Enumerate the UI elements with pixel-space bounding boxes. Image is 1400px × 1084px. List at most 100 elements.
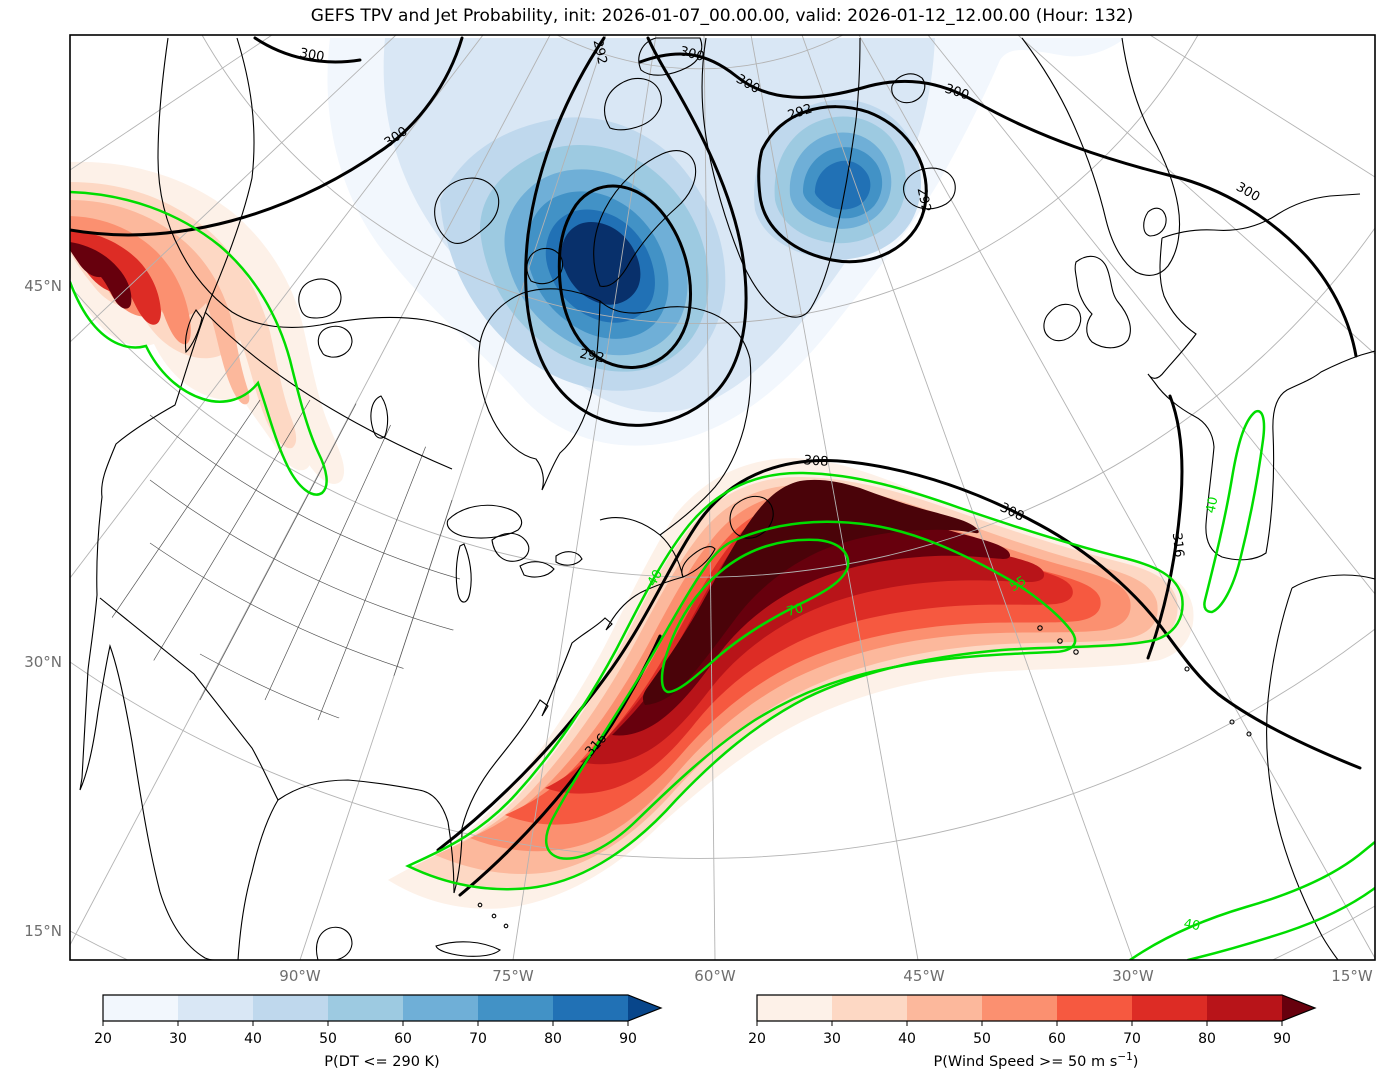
colorbar-blue: 20 30 40 50 60 70 80 90 P(DT <= 290 K) bbox=[94, 994, 663, 1070]
coastline-victoria-island bbox=[434, 177, 500, 245]
colorbar-blue-ticks bbox=[102, 1021, 629, 1026]
colorbar-blue-tick-label: 20 bbox=[94, 1031, 112, 1047]
contour-300-topleft bbox=[70, 36, 464, 237]
green-contour-55 bbox=[544, 520, 1077, 860]
border-us-canada bbox=[204, 311, 453, 470]
colorbar-blue-outline bbox=[102, 994, 663, 1022]
lake-erie bbox=[519, 561, 555, 578]
meridian-105w bbox=[70, 35, 551, 946]
contour-300-polar-long bbox=[638, 52, 1358, 358]
meridian-60w bbox=[703, 35, 716, 960]
colorbar-red-segment bbox=[1057, 995, 1132, 1021]
coastline-iceland bbox=[903, 167, 956, 210]
blue-fill-90-a bbox=[561, 222, 641, 305]
colorbar-blue-tick-label: 90 bbox=[619, 1031, 637, 1047]
island-bahamas bbox=[477, 902, 483, 908]
lake-michigan bbox=[455, 543, 472, 603]
green-contour-40-bottomright-a bbox=[1128, 840, 1375, 960]
state-border-line bbox=[149, 479, 460, 633]
green-contour-40-northwest bbox=[70, 190, 328, 496]
map-frame bbox=[69, 34, 1376, 961]
meridian-15w bbox=[858, 35, 1375, 960]
lon-label-15w: 15°W bbox=[1331, 967, 1373, 985]
colorbar-blue-tick-label: 50 bbox=[319, 1031, 337, 1047]
colorbar-blue-segment bbox=[253, 995, 328, 1021]
island-bahamas bbox=[503, 923, 509, 929]
jet-contour-label: 40 bbox=[1182, 917, 1201, 935]
map-area: 300 300 292 292 292 292 300 300 300 300 … bbox=[70, 35, 1375, 960]
green-contour-40-iberia bbox=[1203, 409, 1266, 614]
theta-contour-label: 300 bbox=[943, 82, 971, 104]
red-fill-90-jet bbox=[612, 491, 1011, 736]
colorbar-blue-segment bbox=[478, 995, 553, 1021]
coastline-devon bbox=[604, 77, 662, 131]
colorbar-blue-title: P(DT <= 290 K) bbox=[324, 1054, 439, 1070]
island-canary bbox=[1229, 719, 1235, 725]
meridian-150w bbox=[70, 35, 273, 171]
contour-316-east bbox=[1146, 394, 1184, 660]
coastline-cuba bbox=[435, 941, 501, 957]
contour-300-topedge bbox=[253, 36, 362, 64]
parallel-60n bbox=[201, 35, 1199, 324]
theta-contour-label: 300 bbox=[298, 46, 325, 65]
colorbar-red-segment bbox=[907, 995, 982, 1021]
theta-contour-label: 308 bbox=[803, 453, 829, 470]
meridian-120w bbox=[70, 35, 484, 579]
jet-contour-label: 40 bbox=[645, 567, 666, 589]
coastline-baltic-east bbox=[1161, 193, 1361, 239]
meridian-135w bbox=[70, 35, 397, 343]
colorbar-red-tick-label: 20 bbox=[748, 1031, 766, 1047]
lake-superior bbox=[446, 504, 523, 539]
coastline-africa-west bbox=[1266, 587, 1339, 960]
colorbar-blue-tick-label: 60 bbox=[394, 1031, 412, 1047]
island-canary bbox=[1246, 731, 1252, 737]
colorbar-red-title-suffix: ) bbox=[1133, 1054, 1139, 1070]
contour-292-arctic-inner bbox=[557, 184, 692, 369]
theta-contour-label: 292 bbox=[914, 186, 934, 213]
colorbar-red-tick-label: 50 bbox=[973, 1031, 991, 1047]
lake-great-slave bbox=[317, 325, 353, 358]
lon-label-45w: 45°W bbox=[903, 967, 945, 985]
contour-292-arctic-loop bbox=[524, 36, 748, 427]
colorbar-red-outline bbox=[756, 994, 1317, 1022]
colorbar-red-tick-label: 40 bbox=[898, 1031, 916, 1047]
meridian-0 bbox=[927, 35, 1375, 595]
theta-contour-label: 300 bbox=[678, 44, 706, 65]
colorbar-blue-arrow bbox=[628, 995, 661, 1021]
coastlines bbox=[79, 37, 1375, 960]
theta-contour-label: 316 bbox=[1169, 532, 1187, 558]
lake-great-bear bbox=[298, 278, 342, 319]
lat-label-15n: 15°N bbox=[24, 922, 62, 940]
jet-contour-label: 55 bbox=[1007, 574, 1029, 595]
colorbar-red-title-sup: −1 bbox=[1117, 1051, 1132, 1063]
lon-label-30w: 30°W bbox=[1112, 967, 1154, 985]
contour-292-greenland-loop bbox=[757, 105, 928, 264]
colorbar-red-ticks bbox=[756, 1021, 1283, 1026]
coastline-arctic-na bbox=[157, 37, 481, 343]
graticule bbox=[70, 35, 1375, 960]
state-borders bbox=[95, 399, 460, 756]
red-fill-80-jet bbox=[580, 497, 1045, 765]
meridian-90w bbox=[299, 35, 607, 960]
blue-fill-80-b bbox=[814, 160, 871, 210]
coastline-na-west bbox=[79, 37, 255, 960]
coastline-yucatan bbox=[315, 926, 353, 960]
colorbar-red-segment bbox=[1207, 995, 1282, 1021]
island-azores bbox=[1037, 625, 1043, 631]
colorbar-blue-tick-label: 40 bbox=[244, 1031, 262, 1047]
coastline-africa-med bbox=[1291, 574, 1375, 589]
island-azores bbox=[1073, 649, 1079, 655]
state-border-line bbox=[264, 399, 403, 701]
green-contour-40-main bbox=[405, 471, 1184, 891]
state-border-line bbox=[129, 399, 311, 701]
lake-huron bbox=[491, 532, 530, 562]
colorbar-red-tick-label: 70 bbox=[1123, 1031, 1141, 1047]
theta-contour-label: 292 bbox=[578, 347, 605, 367]
coastline-baffin bbox=[593, 150, 697, 287]
colorbar-red-segment bbox=[757, 995, 832, 1021]
colorbar-red-tick-label: 60 bbox=[1048, 1031, 1066, 1047]
colorbar-red-segment bbox=[832, 995, 907, 1021]
colorbar-blue-segment bbox=[553, 995, 628, 1021]
coastline-denmark bbox=[1143, 207, 1167, 237]
